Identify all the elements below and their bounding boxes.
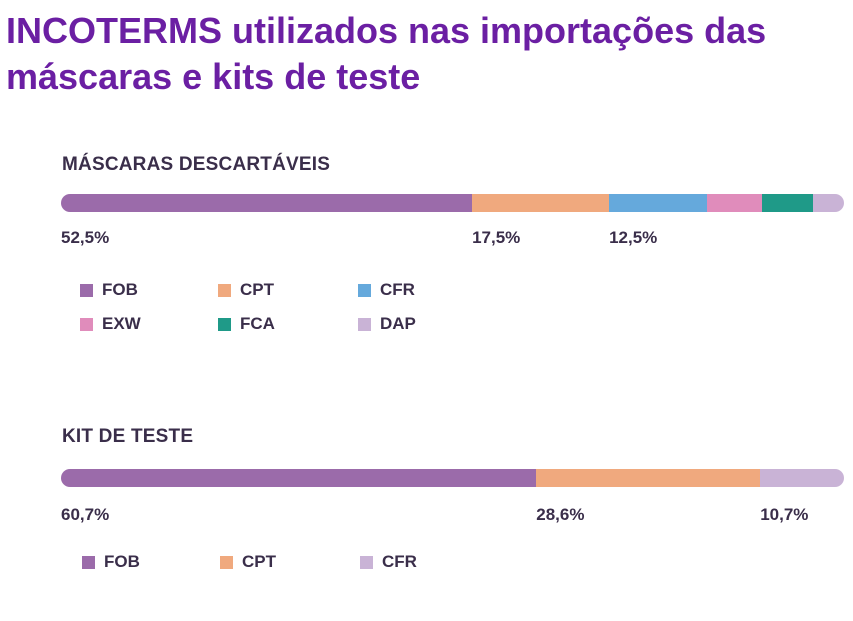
- legend-item-cpt: CPT: [220, 552, 276, 572]
- legend-swatch: [220, 555, 233, 569]
- data-label-cfr: 12,5%: [609, 228, 658, 247]
- legend-swatch: [82, 555, 95, 569]
- data-label-fob: 52,5%: [61, 228, 110, 247]
- data-label-cpt: 28,6%: [536, 505, 585, 524]
- chart-title-mascaras: MÁSCARAS DESCARTÁVEIS: [62, 154, 331, 175]
- bar-segment-cpt: [472, 194, 610, 212]
- legend-label: FOB: [104, 552, 140, 571]
- legend-label: FOB: [102, 280, 138, 299]
- legend-label: CFR: [382, 552, 417, 571]
- legend-label: CPT: [242, 552, 276, 571]
- data-label-cfr: 10,7%: [760, 505, 809, 524]
- legend-swatch: [358, 283, 371, 297]
- bar-segment-fca: [761, 194, 813, 212]
- data-label-fob: 60,7%: [61, 505, 110, 524]
- legend-swatch: [360, 555, 373, 569]
- page-title: INCOTERMS utilizados nas importações das…: [6, 10, 767, 97]
- bar-segment-cpt: [536, 469, 761, 487]
- data-label-cpt: 17,5%: [472, 228, 521, 247]
- legend-swatch: [80, 317, 93, 331]
- legend-label: EXW: [102, 314, 141, 333]
- legend-label: CPT: [240, 280, 274, 299]
- bar-segment-cfr: [760, 469, 844, 487]
- legend-label: DAP: [380, 314, 416, 333]
- bar-segment-dap: [812, 194, 844, 212]
- bar-segment-cfr: [609, 194, 707, 212]
- legend-swatch: [80, 283, 93, 297]
- legend-swatch: [358, 317, 371, 331]
- legend-item-cfr: CFR: [358, 280, 415, 300]
- legend-item-cfr: CFR: [360, 552, 417, 572]
- legend-item-fob: FOB: [80, 280, 138, 300]
- legend-item-exw: EXW: [80, 314, 141, 334]
- legend-item-cpt: CPT: [218, 280, 274, 300]
- legend-label: CFR: [380, 280, 415, 299]
- stacked-bar-mascaras: [61, 194, 844, 212]
- legend-swatch: [218, 317, 231, 331]
- bar-segment-exw: [706, 194, 762, 212]
- legend-item-fob: FOB: [82, 552, 140, 572]
- chart-title-kit-teste: KIT DE TESTE: [62, 426, 194, 447]
- bar-segment-fob: [61, 194, 473, 212]
- legend-item-dap: DAP: [358, 314, 416, 334]
- stacked-bar-kit-teste: [61, 469, 844, 487]
- bar-segment-fob: [61, 469, 537, 487]
- legend-swatch: [218, 283, 231, 297]
- legend-item-fca: FCA: [218, 314, 275, 334]
- legend-label: FCA: [240, 314, 275, 333]
